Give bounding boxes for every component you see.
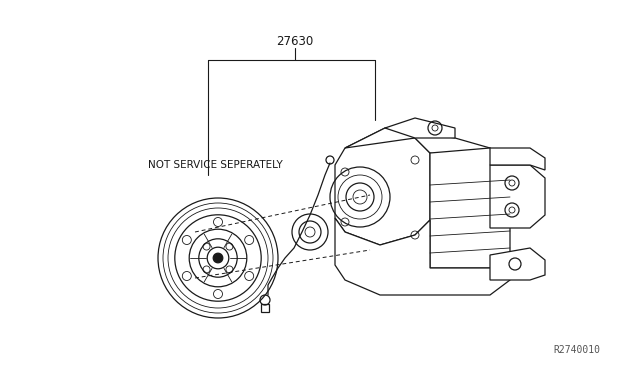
Polygon shape xyxy=(335,218,510,295)
Text: R2740010: R2740010 xyxy=(553,345,600,355)
Polygon shape xyxy=(345,128,490,165)
Polygon shape xyxy=(430,148,510,268)
Bar xyxy=(261,304,269,312)
Polygon shape xyxy=(490,248,545,280)
Circle shape xyxy=(213,253,223,263)
Polygon shape xyxy=(335,128,430,245)
Text: NOT SERVICE SEPERATELY: NOT SERVICE SEPERATELY xyxy=(148,160,283,170)
Polygon shape xyxy=(490,165,545,228)
Polygon shape xyxy=(385,118,455,138)
Polygon shape xyxy=(490,148,545,170)
Text: 27630: 27630 xyxy=(276,35,314,48)
